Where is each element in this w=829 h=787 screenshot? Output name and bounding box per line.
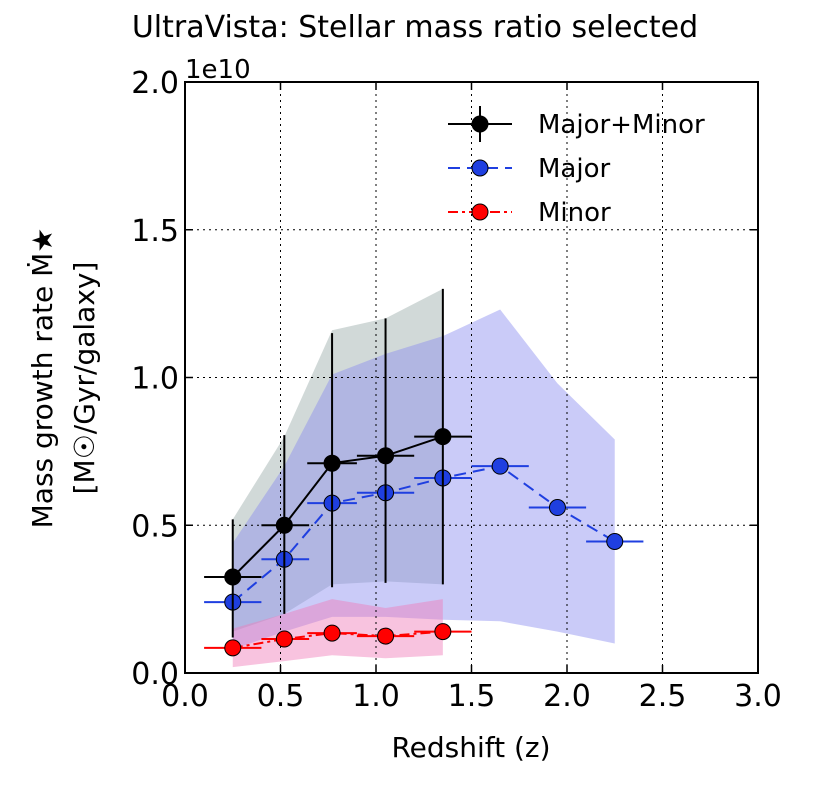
y-tick-label: 2.0 [131, 66, 179, 101]
y-tick-label: 1.0 [131, 362, 179, 397]
data-point [275, 516, 293, 534]
y-tick-label: 0.0 [131, 657, 179, 692]
series-layer [204, 288, 644, 657]
x-tick-label: 3.0 [734, 679, 782, 714]
band-major [232, 309, 615, 650]
data-point [224, 639, 242, 657]
x-axis-label: Redshift (z) [391, 731, 550, 764]
series-line [232, 465, 616, 603]
y-axis-label-line1: Mass growth rate Ṁ★ [26, 228, 59, 529]
y-offset-label: 1e10 [185, 55, 251, 85]
series-major [204, 457, 644, 611]
y-tick-label: 0.5 [131, 509, 179, 544]
series-major-minor [204, 288, 472, 638]
legend-entry-minor: Minor [448, 198, 611, 228]
data-point [491, 457, 509, 475]
legend-label: Major+Minor [538, 110, 705, 140]
legend-label: Major [538, 154, 610, 184]
legend-marker [471, 203, 489, 221]
axis-ticks: 0.0 0.5 1.0 1.5 2.0 2.5 3.0 0.0 0.5 1.0 1.5 2.0 [131, 66, 782, 714]
legend-entry-major: Major [448, 154, 610, 184]
data-point [434, 428, 452, 446]
x-tick-label: 0.5 [257, 679, 305, 714]
data-point [434, 623, 452, 641]
data-point [323, 454, 341, 472]
x-tick-label: 0.0 [161, 679, 209, 714]
x-tick-label: 1.5 [448, 679, 496, 714]
legend: Major+Minor Major Minor [448, 106, 705, 228]
series-minor [204, 623, 472, 657]
data-point [224, 568, 242, 586]
gridlines [185, 82, 758, 673]
y-tick-label: 1.5 [131, 214, 179, 249]
data-point [323, 624, 341, 642]
data-point [377, 627, 395, 645]
x-tick-label: 1.0 [352, 679, 400, 714]
y-axis-label-line2: [M☉/Gyr/galaxy] [68, 262, 101, 495]
legend-label: Minor [538, 198, 611, 228]
legend-entry-major-minor: Major+Minor [448, 106, 705, 142]
x-tick-label: 2.5 [639, 679, 687, 714]
data-point [377, 447, 395, 465]
legend-marker [471, 115, 489, 133]
chart-title: UltraVista: Stellar mass ratio selected [132, 10, 698, 45]
data-point [548, 499, 566, 517]
x-tick-label: 2.0 [543, 679, 591, 714]
data-point [606, 533, 624, 551]
legend-marker [471, 159, 489, 177]
data-point [275, 630, 293, 648]
